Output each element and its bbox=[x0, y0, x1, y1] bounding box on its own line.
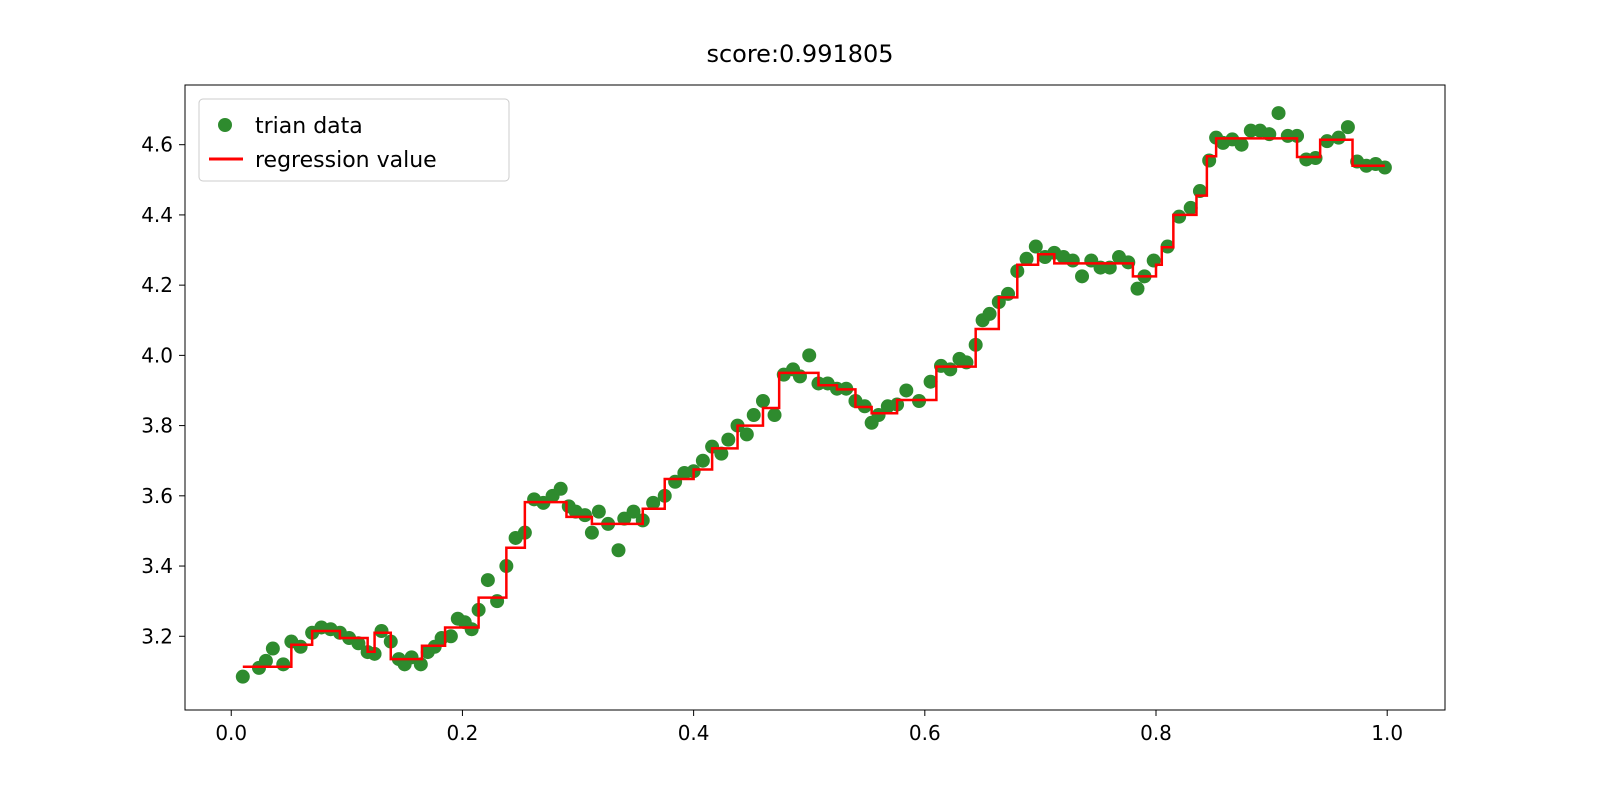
scatter-point bbox=[1272, 106, 1286, 120]
scatter-point bbox=[1378, 161, 1392, 175]
scatter-point bbox=[1131, 282, 1145, 296]
y-tick-label: 3.6 bbox=[141, 484, 173, 508]
scatter-point bbox=[943, 362, 957, 376]
x-axis: 0.0 0.2 0.4 0.6 0.8 1.0 bbox=[215, 710, 1403, 745]
x-tick-label: 0.6 bbox=[909, 721, 941, 745]
scatter-point bbox=[1235, 138, 1249, 152]
chart-title: score:0.991805 bbox=[706, 40, 893, 68]
scatter-point bbox=[983, 307, 997, 321]
scatter-point bbox=[481, 573, 495, 587]
chart-svg: score:0.991805 0.0 0.2 0.4 0.6 0.8 1.0 3.2 3.4… bbox=[0, 0, 1600, 800]
scatter-point bbox=[375, 624, 389, 638]
scatter-point bbox=[1075, 269, 1089, 283]
scatter-point bbox=[747, 408, 761, 422]
scatter-point bbox=[554, 482, 568, 496]
x-tick-label: 0.8 bbox=[1140, 721, 1172, 745]
legend-label: trian data bbox=[255, 114, 363, 139]
y-tick-label: 4.4 bbox=[141, 203, 173, 227]
chart-container: score:0.991805 0.0 0.2 0.4 0.6 0.8 1.0 3.2 3.4… bbox=[0, 0, 1600, 800]
y-axis: 3.2 3.4 3.6 3.8 4.0 4.2 4.4 4.6 bbox=[141, 133, 185, 649]
scatter-point bbox=[236, 670, 250, 684]
x-tick-label: 0.2 bbox=[447, 721, 479, 745]
y-tick-label: 4.0 bbox=[141, 343, 173, 367]
scatter-point bbox=[465, 622, 479, 636]
scatter-point bbox=[585, 526, 599, 540]
scatter-point bbox=[1001, 287, 1015, 301]
legend: trian data regression value bbox=[199, 99, 509, 181]
scatter-point bbox=[696, 454, 710, 468]
y-tick-label: 3.2 bbox=[141, 624, 173, 648]
scatter-point bbox=[578, 508, 592, 522]
legend-marker-icon bbox=[218, 118, 232, 132]
scatter-point bbox=[1066, 254, 1080, 268]
scatter-point bbox=[1029, 240, 1043, 254]
regression-line bbox=[243, 138, 1385, 666]
x-tick-label: 0.0 bbox=[215, 721, 247, 745]
scatter-point bbox=[802, 348, 816, 362]
scatter-point bbox=[1341, 120, 1355, 134]
y-tick-label: 3.4 bbox=[141, 554, 173, 578]
scatter-point bbox=[756, 394, 770, 408]
scatter-point bbox=[768, 408, 782, 422]
scatter-point bbox=[1332, 131, 1346, 145]
y-tick-label: 4.2 bbox=[141, 273, 173, 297]
legend-label: regression value bbox=[255, 148, 437, 173]
scatter-series bbox=[236, 106, 1392, 684]
scatter-point bbox=[490, 594, 504, 608]
scatter-point bbox=[721, 433, 735, 447]
x-tick-label: 1.0 bbox=[1371, 721, 1403, 745]
scatter-point bbox=[266, 642, 280, 656]
scatter-point bbox=[294, 640, 308, 654]
scatter-point bbox=[899, 383, 913, 397]
x-tick-label: 0.4 bbox=[678, 721, 710, 745]
y-tick-label: 4.6 bbox=[141, 133, 173, 157]
scatter-point bbox=[793, 369, 807, 383]
y-tick-label: 3.8 bbox=[141, 414, 173, 438]
scatter-point bbox=[276, 657, 290, 671]
scatter-point bbox=[740, 427, 754, 441]
scatter-point bbox=[611, 543, 625, 557]
scatter-point bbox=[592, 505, 606, 519]
